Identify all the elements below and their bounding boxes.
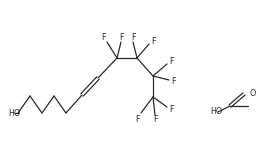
- Text: F: F: [151, 36, 155, 46]
- Text: HO: HO: [8, 108, 20, 118]
- Text: F: F: [119, 33, 123, 41]
- Text: F: F: [135, 114, 139, 124]
- Text: F: F: [102, 33, 106, 41]
- Text: F: F: [169, 106, 173, 114]
- Text: O: O: [249, 88, 255, 98]
- Text: F: F: [131, 33, 135, 41]
- Text: F: F: [153, 115, 157, 125]
- Text: F: F: [172, 77, 176, 86]
- Text: F: F: [170, 58, 174, 66]
- Text: HO: HO: [210, 107, 222, 117]
